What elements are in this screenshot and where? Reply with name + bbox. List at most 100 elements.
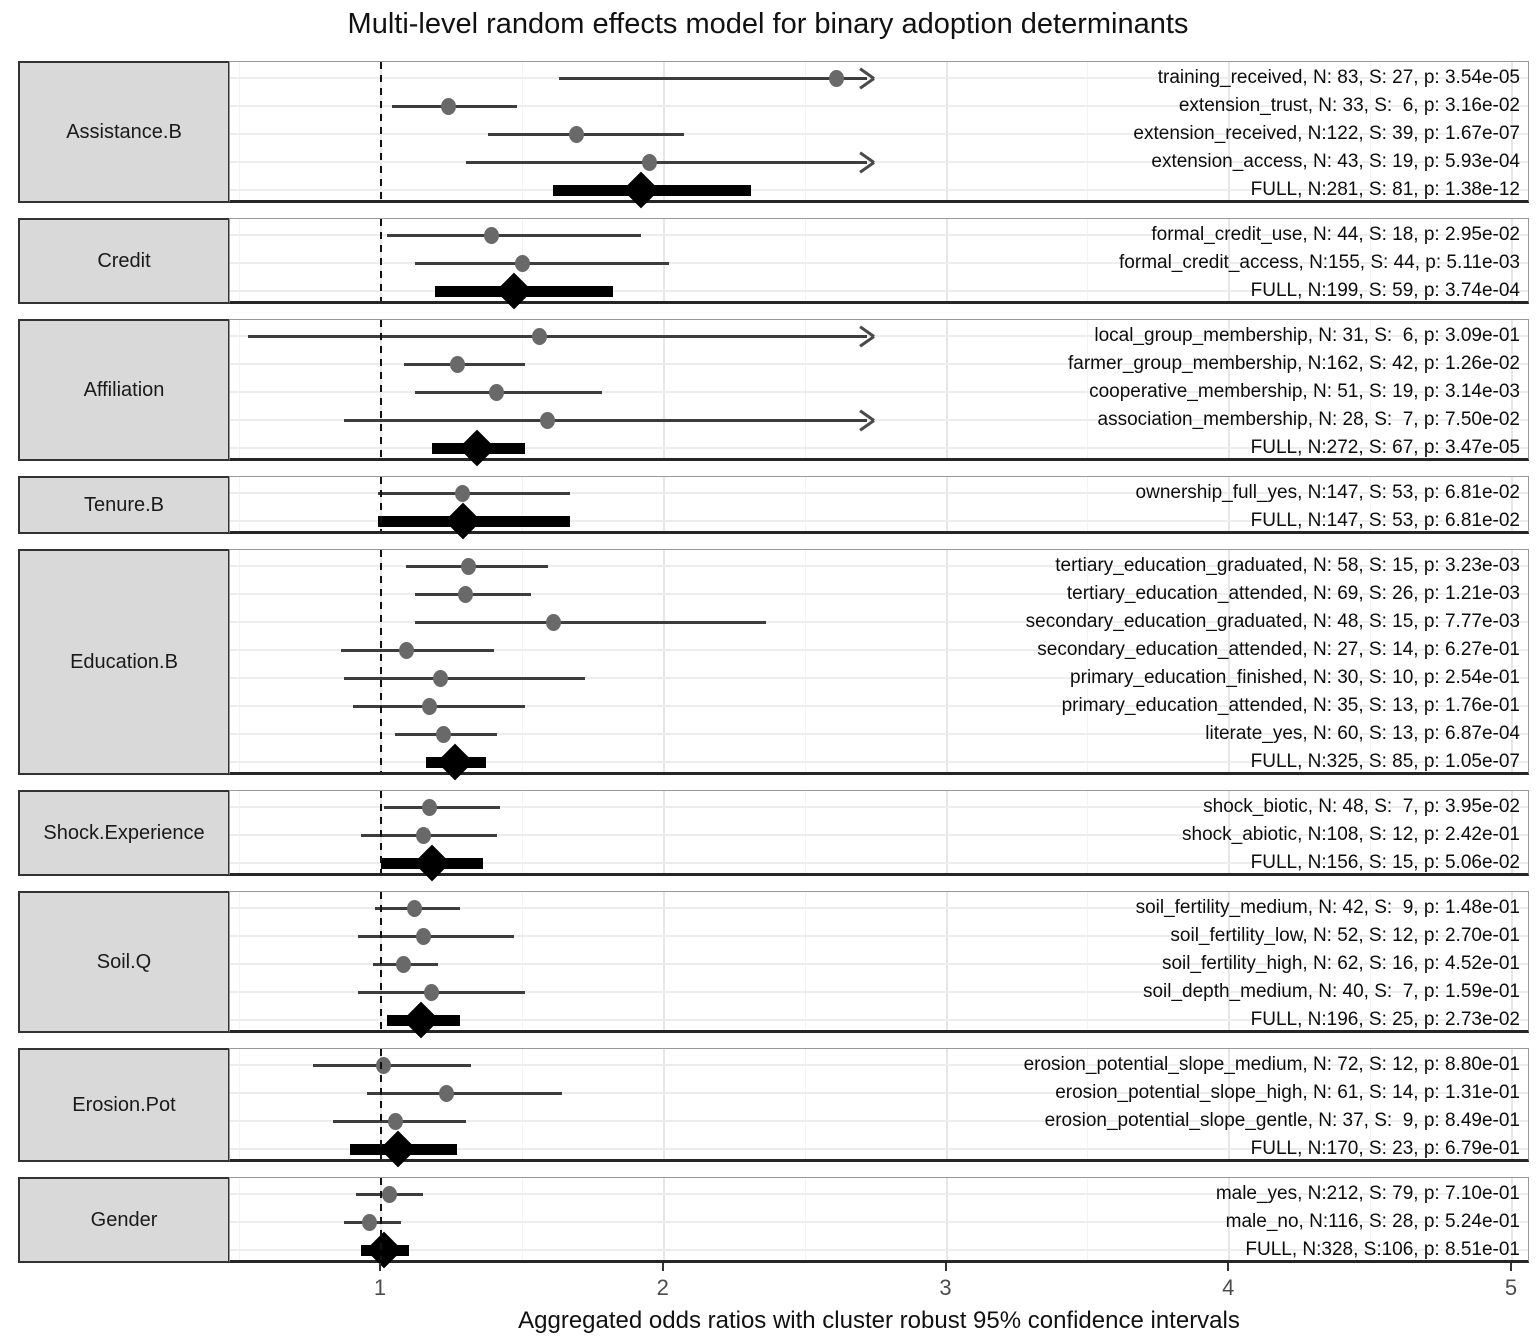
gridline-vertical xyxy=(239,477,241,531)
gridline-horizontal xyxy=(230,1019,1528,1021)
ci-line xyxy=(414,390,602,394)
gridline-vertical xyxy=(1087,550,1089,772)
axis-tick-label: 4 xyxy=(1222,1275,1235,1300)
ci-line xyxy=(248,334,867,338)
summary-diamond xyxy=(622,171,660,209)
point-estimate-marker xyxy=(381,1185,397,1203)
summary-diamond xyxy=(458,429,496,467)
gridline-vertical xyxy=(1228,477,1231,531)
panel-plot-gender: male_yes, N:212, S: 79, p: 7.10e-01 male_… xyxy=(229,1177,1529,1269)
point-estimate-marker xyxy=(432,669,448,687)
point-estimate-marker xyxy=(545,613,561,631)
axis-tick-label: 3 xyxy=(939,1275,952,1300)
row-literate-yes: literate_yes, N: 60, S: 13, p: 6.87e-04 xyxy=(230,720,1528,748)
gridline-vertical xyxy=(521,62,523,200)
gridline-vertical xyxy=(1370,62,1372,200)
row-full: FULL, N:199, S: 59, p: 3.74e-04 xyxy=(230,272,1528,310)
axis-tick-mark xyxy=(1510,1263,1512,1271)
gridline-horizontal xyxy=(230,649,1528,651)
gridline-vertical xyxy=(945,62,948,200)
point-estimate-marker xyxy=(398,641,414,659)
panel-strip-label: Education.B xyxy=(70,650,178,673)
row-label: male_yes, N:212, S: 79, p: 7.10e-01 xyxy=(1215,1183,1520,1204)
gridline-horizontal xyxy=(230,290,1528,292)
row-label: tertiary_education_graduated, N: 58, S: … xyxy=(1055,555,1520,576)
panel-plot-assistance-b: training_received, N: 83, S: 27, p: 3.54… xyxy=(229,61,1529,209)
panel-plot-education-b: tertiary_education_graduated, N: 58, S: … xyxy=(229,549,1529,781)
summary-diamond xyxy=(379,1130,417,1168)
summary-diamond xyxy=(495,272,533,310)
gridline-vertical xyxy=(239,550,241,772)
gridline-horizontal xyxy=(230,1249,1528,1251)
row-farmer-group-membership: farmer_group_membership, N:162, S: 42, p… xyxy=(230,350,1528,378)
ci-line xyxy=(358,990,526,994)
row-full: FULL, N:328, S:106, p: 8.51e-01 xyxy=(230,1231,1528,1269)
panel-strip-credit: Credit xyxy=(18,218,230,304)
gridline-horizontal xyxy=(230,105,1528,107)
row-full: FULL, N:156, S: 15, p: 5.06e-02 xyxy=(230,844,1528,882)
panel-strip-label: Erosion.Pot xyxy=(72,1093,176,1116)
point-estimate-marker xyxy=(387,1112,403,1130)
row-full: FULL, N:325, S: 85, p: 1.05e-07 xyxy=(230,743,1528,781)
gridline-horizontal xyxy=(230,1221,1528,1223)
panel-strip-assistance-b: Assistance.B xyxy=(18,61,230,203)
gridline-vertical xyxy=(239,1178,241,1260)
gridline-horizontal xyxy=(230,1193,1528,1195)
row-formal-credit-access: formal_credit_access, N:155, S: 44, p: 5… xyxy=(230,249,1528,277)
gridline-horizontal xyxy=(230,907,1528,909)
point-estimate-marker xyxy=(828,69,844,87)
gridline-horizontal xyxy=(230,391,1528,393)
x-axis-label: Aggregated odds ratios with cluster robu… xyxy=(518,1307,1240,1334)
gridline-vertical xyxy=(662,219,665,301)
reference-line-or-1 xyxy=(380,1178,382,1260)
gridline-vertical xyxy=(662,1178,665,1260)
reference-line-or-1 xyxy=(380,219,382,301)
row-primary-education-finished: primary_education_finished, N: 30, S: 10… xyxy=(230,664,1528,692)
row-label: FULL, N:328, S:106, p: 8.51e-01 xyxy=(1245,1239,1520,1260)
ci-line xyxy=(488,132,684,136)
gridline-horizontal xyxy=(230,492,1528,494)
point-estimate-marker xyxy=(376,1056,392,1074)
row-label: primary_education_attended, N: 35, S: 13… xyxy=(1061,695,1520,716)
gridline-vertical xyxy=(239,62,241,200)
row-label: FULL, N:272, S: 67, p: 3.47e-05 xyxy=(1250,437,1520,458)
gridline-horizontal xyxy=(230,761,1528,763)
row-training-received: training_received, N: 83, S: 27, p: 3.54… xyxy=(230,64,1528,92)
panel-plot-credit: formal_credit_use, N: 44, S: 18, p: 2.95… xyxy=(229,218,1529,310)
summary-diamond xyxy=(444,502,482,540)
gridline-vertical xyxy=(521,892,523,1030)
gridline-vertical xyxy=(662,791,665,873)
summary-diamond xyxy=(365,1231,403,1269)
reference-line-or-1 xyxy=(380,892,382,1030)
gridline-vertical xyxy=(804,1049,806,1159)
arrowhead-stroke xyxy=(859,418,875,431)
row-label: FULL, N:199, S: 59, p: 3.74e-04 xyxy=(1250,280,1520,301)
gridline-vertical xyxy=(662,892,665,1030)
gridline-vertical xyxy=(1370,550,1372,772)
panel-plot-affiliation: local_group_membership, N: 31, S: 6, p: … xyxy=(229,319,1529,467)
row-shock-abiotic: shock_abiotic, N:108, S: 12, p: 2.42e-01 xyxy=(230,821,1528,849)
row-full: FULL, N:281, S: 81, p: 1.38e-12 xyxy=(230,171,1528,209)
row-shock-biotic: shock_biotic, N: 48, S: 7, p: 3.95e-02 xyxy=(230,793,1528,821)
point-estimate-marker xyxy=(449,355,465,373)
reference-line-or-1 xyxy=(380,1049,382,1159)
gridline-vertical xyxy=(945,892,948,1030)
ci-line xyxy=(341,648,495,652)
row-label: formal_credit_use, N: 44, S: 18, p: 2.95… xyxy=(1151,224,1520,245)
gridline-vertical xyxy=(945,1178,948,1260)
row-full: FULL, N:147, S: 53, p: 6.81e-02 xyxy=(230,502,1528,540)
row-tertiary-education-graduated: tertiary_education_graduated, N: 58, S: … xyxy=(230,552,1528,580)
row-label: FULL, N:196, S: 25, p: 2.73e-02 xyxy=(1250,1009,1520,1030)
gridline-horizontal xyxy=(230,621,1528,623)
chart-title: Multi-level random effects model for bin… xyxy=(347,8,1189,40)
row-label: local_group_membership, N: 31, S: 6, p: … xyxy=(1094,325,1520,346)
row-label: shock_abiotic, N:108, S: 12, p: 2.42e-01 xyxy=(1182,824,1520,845)
row-secondary-education-attended: secondary_education_attended, N: 27, S: … xyxy=(230,636,1528,664)
gridline-horizontal xyxy=(230,991,1528,993)
gridline-vertical xyxy=(1370,219,1372,301)
gridline-horizontal xyxy=(230,935,1528,937)
row-label: soil_fertility_low, N: 52, S: 12, p: 2.7… xyxy=(1170,925,1520,946)
gridline-horizontal xyxy=(230,77,1528,79)
gridline-vertical xyxy=(804,791,806,873)
point-estimate-marker xyxy=(568,125,584,143)
